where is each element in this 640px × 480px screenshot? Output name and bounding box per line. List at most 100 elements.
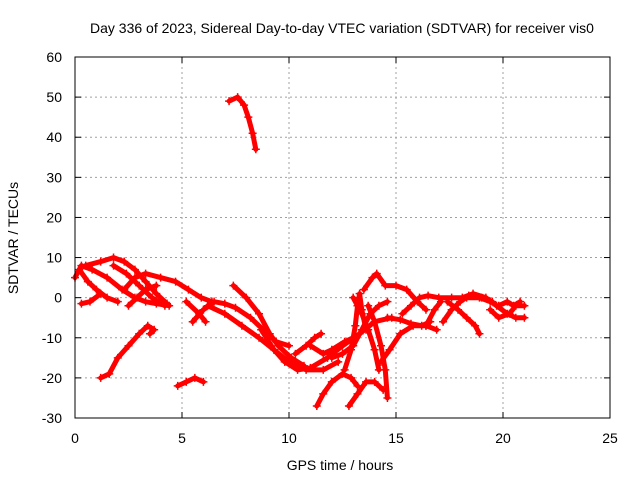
data-point (248, 129, 257, 138)
y-tick-label: 60 (46, 49, 62, 65)
x-tick-label: 0 (71, 430, 79, 446)
y-tick-label: -10 (42, 330, 62, 346)
data-point (494, 301, 503, 310)
data-point (430, 305, 439, 314)
data-point (85, 297, 94, 306)
data-point (280, 357, 289, 366)
data-point (327, 353, 336, 362)
data-point (368, 273, 377, 282)
data-point (357, 309, 366, 318)
series-arc-4 (81, 253, 172, 308)
series-arc-25 (377, 321, 441, 366)
data-point (152, 289, 161, 298)
data-point (347, 373, 356, 382)
data-point (396, 315, 405, 324)
data-point (402, 285, 411, 294)
series-path (126, 283, 159, 309)
data-point (156, 273, 165, 282)
data-point (447, 293, 456, 302)
data-point (355, 289, 364, 298)
data-point (135, 329, 144, 338)
data-point (503, 297, 512, 306)
data-point (310, 333, 319, 342)
data-point (141, 277, 150, 286)
data-point (362, 377, 371, 386)
data-point (327, 377, 336, 386)
series-path (496, 299, 523, 309)
series-arc-14 (229, 281, 308, 370)
data-point (81, 261, 90, 270)
y-tick-label: 20 (46, 209, 62, 225)
data-point (351, 321, 360, 330)
x-axis-label: GPS time / hours (287, 457, 394, 473)
y-tick-label: 40 (46, 129, 62, 145)
data-point (231, 303, 240, 312)
data-point (220, 309, 229, 318)
series-arc-7 (124, 281, 161, 310)
data-point (199, 305, 208, 314)
data-point (349, 293, 358, 302)
series-arc-3 (77, 289, 105, 308)
data-point (406, 319, 415, 328)
data-point (152, 281, 161, 290)
data-point (291, 349, 300, 358)
data-point (432, 325, 441, 334)
data-point (220, 299, 229, 308)
data-point (225, 97, 234, 106)
data-point (327, 345, 336, 354)
data-point (353, 389, 362, 398)
series-arc-18 (312, 369, 362, 410)
data-point (458, 293, 467, 302)
y-tick-label: 10 (46, 250, 62, 266)
data-point (145, 329, 154, 338)
data-point (75, 265, 84, 274)
data-point (306, 341, 315, 350)
data-point (124, 301, 133, 310)
data-point (233, 93, 242, 102)
series-arc-22 (349, 293, 383, 374)
data-point (364, 301, 373, 310)
data-point (105, 369, 114, 378)
chart-title: Day 336 of 2023, Sidereal Day-to-day VTE… (90, 20, 594, 36)
data-point (396, 329, 405, 338)
data-point (319, 389, 328, 398)
data-point (520, 301, 529, 310)
data-point (160, 301, 169, 310)
data-point (88, 265, 97, 274)
data-point (421, 305, 430, 314)
data-point (439, 317, 448, 326)
data-point (148, 293, 157, 302)
y-tick-label: -30 (42, 410, 62, 426)
data-point (201, 317, 210, 326)
data-point (130, 273, 139, 282)
data-point (190, 373, 199, 382)
data-point (199, 377, 208, 386)
data-point (471, 321, 480, 330)
data-point (406, 301, 415, 310)
data-point (182, 377, 191, 386)
series-arc-9 (173, 373, 208, 390)
data-point (133, 293, 142, 302)
data-point (364, 325, 373, 334)
data-point (377, 341, 386, 350)
data-point (347, 345, 356, 354)
data-point (103, 273, 112, 282)
data-point (203, 301, 212, 310)
data-point (246, 313, 255, 322)
axis-ticks: 0 5 10 15 20 25 -30 -20 -10 0 10 20 30 40 50 60 (42, 49, 618, 446)
series-arc-30 (443, 297, 484, 338)
data-point (124, 341, 133, 350)
series-arc-2 (75, 265, 122, 306)
x-tick-label: 5 (178, 430, 186, 446)
data-point (374, 301, 383, 310)
data-point (173, 381, 182, 390)
data-point (265, 329, 274, 338)
data-point (509, 301, 518, 310)
data-point (287, 353, 296, 362)
data-point (113, 297, 122, 306)
series-path (384, 315, 433, 329)
data-point (392, 281, 400, 290)
data-point (454, 305, 463, 314)
data-point (306, 363, 315, 372)
